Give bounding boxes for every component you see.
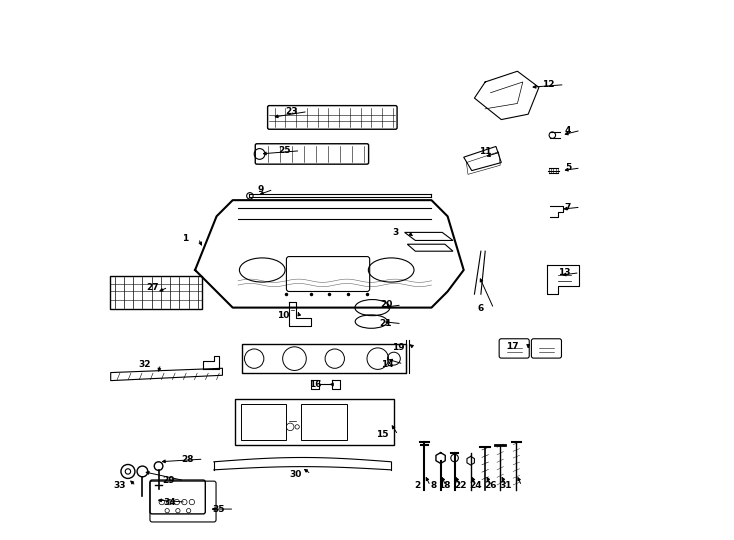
Text: 17: 17 [506,342,518,351]
Text: 1: 1 [182,234,189,243]
Text: 7: 7 [564,202,571,212]
Text: 13: 13 [558,268,570,277]
Text: 29: 29 [162,476,175,485]
Text: 11: 11 [479,147,492,156]
Text: 15: 15 [376,430,388,440]
Text: 35: 35 [212,504,225,514]
Text: 25: 25 [278,146,291,155]
Text: 9: 9 [258,185,264,194]
Text: 8: 8 [430,482,436,490]
Text: 26: 26 [484,482,497,490]
Text: 23: 23 [286,107,298,116]
Text: 12: 12 [542,80,555,89]
Text: 28: 28 [181,455,194,464]
Text: 34: 34 [164,497,176,507]
Text: 16: 16 [309,380,321,389]
Text: 24: 24 [469,482,482,490]
Text: 3: 3 [392,228,398,237]
Text: 21: 21 [379,319,392,328]
Text: 30: 30 [289,470,302,478]
Text: 22: 22 [454,482,466,490]
Text: 31: 31 [500,482,512,490]
Text: 14: 14 [381,360,394,368]
Text: 33: 33 [114,482,126,490]
Text: 27: 27 [146,283,159,292]
Text: 5: 5 [565,164,571,172]
Text: 19: 19 [392,343,404,353]
Text: 10: 10 [277,311,290,320]
Text: 18: 18 [437,482,450,490]
Text: 4: 4 [564,126,571,135]
Text: 6: 6 [478,304,484,313]
Text: 2: 2 [415,482,421,490]
Text: 32: 32 [139,360,151,368]
Text: 20: 20 [380,300,392,309]
